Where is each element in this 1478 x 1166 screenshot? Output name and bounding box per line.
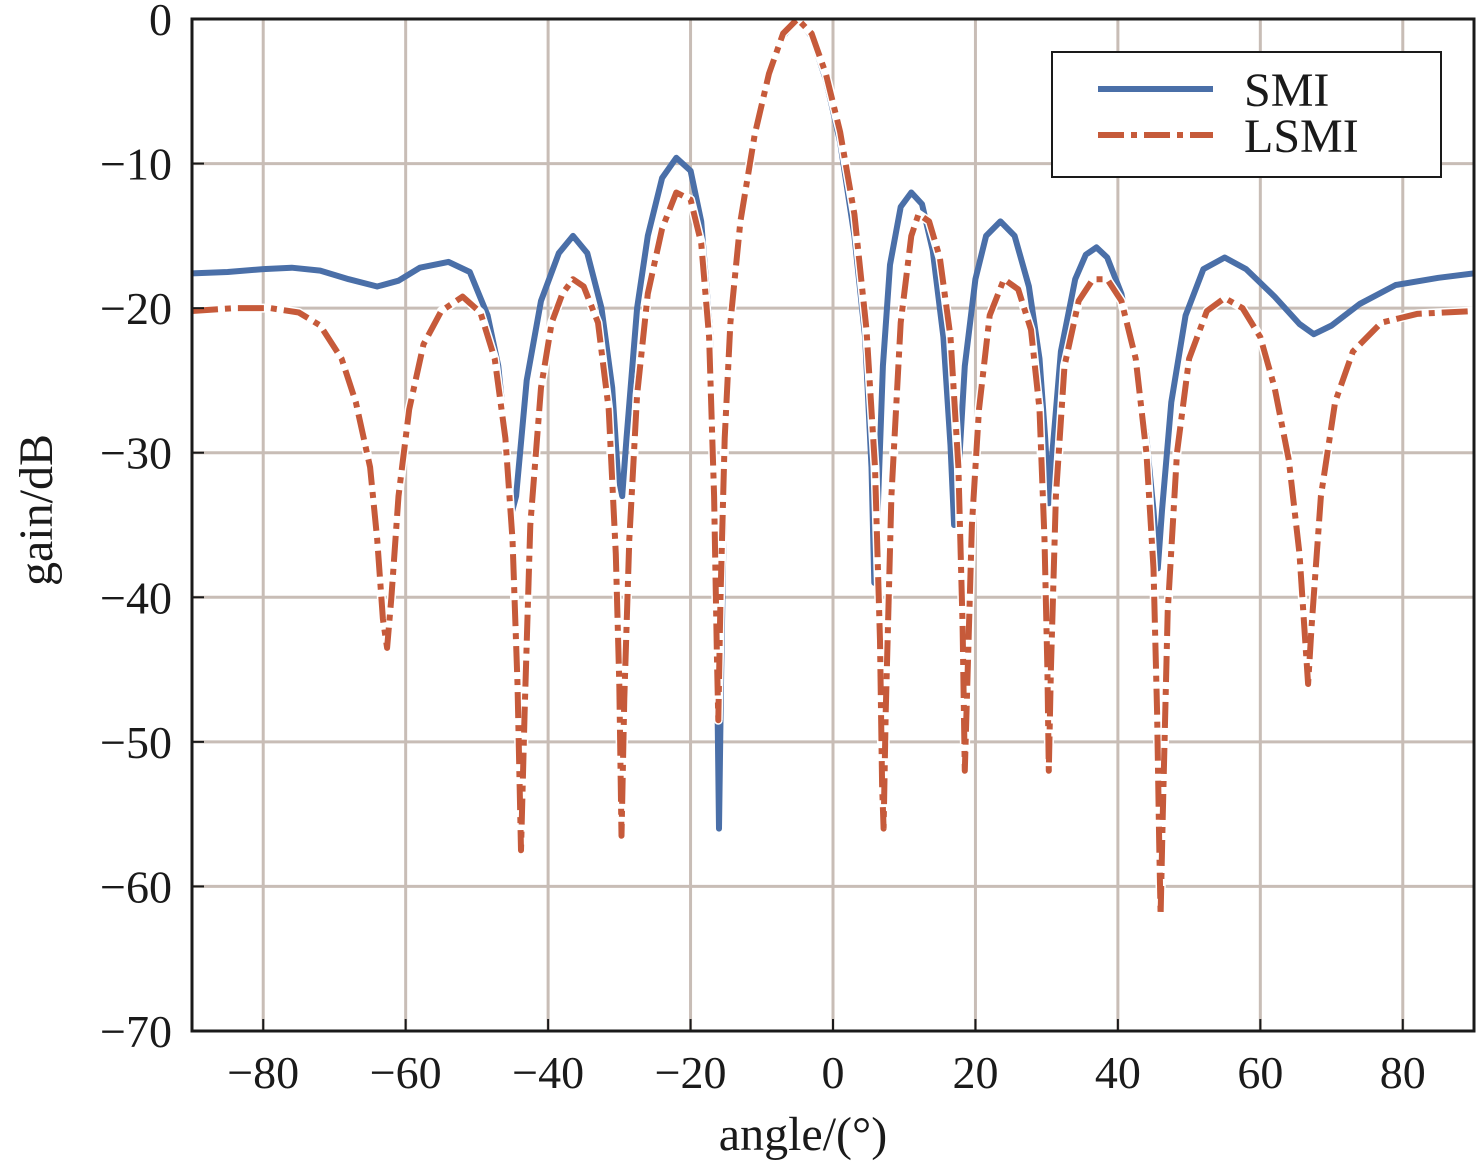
axis-ticks [192,18,1404,1032]
x-tick-label: 80 [1380,1047,1426,1098]
legend: SMI LSMI [1051,51,1442,178]
y-tick-label: −10 [100,139,172,190]
y-tick-label: −20 [100,283,172,334]
x-tick-label: −80 [227,1047,299,1098]
legend-label-smi: SMI [1244,64,1329,117]
y-tick-label: −50 [100,717,172,768]
x-tick-label: 20 [952,1047,998,1098]
y-tick-label: −40 [100,572,172,623]
y-tick-label: −70 [100,1006,172,1057]
series-line-lsmi [192,16,1474,919]
y-tick-label: −60 [100,861,172,912]
x-tick-label: 40 [1095,1047,1141,1098]
y-tick-label: −30 [100,428,172,479]
x-tick-label: 60 [1237,1047,1283,1098]
legend-label-lsmi: LSMI [1244,110,1359,163]
x-tick-label: −40 [512,1047,584,1098]
x-tick-label: −20 [655,1047,727,1098]
y-axis-label: gain/dB [10,434,63,586]
x-tick-label: 0 [822,1047,845,1098]
y-tick-labels: 0 −10 −20 −30 −40 −50 −60 −70 [100,0,172,1057]
x-axis-label: angle/(°) [719,1108,887,1161]
x-tick-labels: −80 −60 −40 −20 0 20 40 60 80 [227,1047,1426,1098]
x-tick-label: −60 [370,1047,442,1098]
data-series [192,15,1474,920]
legend-box [1051,51,1442,178]
y-tick-label: 0 [149,0,172,45]
